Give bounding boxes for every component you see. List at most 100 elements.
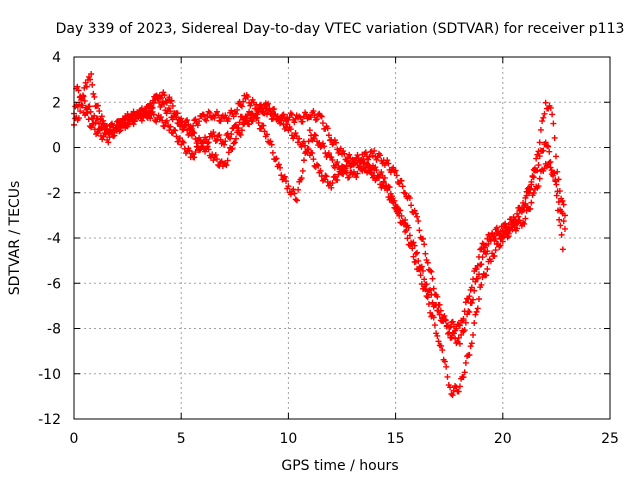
- data-point: [408, 202, 415, 209]
- data-point: [355, 164, 362, 171]
- data-point: [479, 240, 486, 247]
- data-point: [305, 146, 312, 153]
- data-point: [473, 308, 480, 315]
- data-point: [430, 314, 437, 321]
- data-point: [328, 184, 335, 191]
- data-point: [203, 117, 210, 124]
- data-point: [427, 286, 434, 293]
- data-point: [84, 106, 91, 113]
- data-point: [80, 93, 87, 100]
- data-point: [472, 311, 479, 318]
- data-point: [392, 202, 399, 209]
- data-point: [325, 150, 332, 157]
- data-point: [285, 183, 292, 190]
- data-point: [536, 139, 543, 146]
- data-point: [83, 83, 90, 90]
- data-point: [281, 173, 288, 180]
- y-tick-label: -8: [47, 322, 61, 338]
- data-point: [467, 343, 474, 350]
- data-point: [527, 186, 534, 193]
- data-point: [150, 99, 157, 106]
- y-tick-label: -10: [38, 367, 61, 383]
- data-point: [540, 147, 547, 154]
- data-point: [491, 252, 498, 259]
- data-point: [384, 157, 391, 164]
- y-tick-label: -4: [47, 231, 61, 247]
- data-point: [174, 110, 181, 117]
- data-point: [197, 146, 204, 153]
- data-point: [492, 247, 499, 254]
- data-point: [558, 231, 565, 238]
- data-point: [461, 327, 468, 334]
- series-trace-b: [71, 102, 566, 399]
- data-point: [423, 257, 430, 264]
- data-point: [287, 191, 294, 198]
- data-point: [399, 183, 406, 190]
- data-point: [417, 272, 424, 279]
- data-point: [372, 164, 379, 171]
- y-tick-label: 2: [52, 95, 61, 111]
- data-point: [448, 319, 455, 326]
- data-point: [526, 190, 533, 197]
- data-point: [298, 175, 305, 182]
- data-point: [196, 118, 203, 125]
- data-point: [259, 109, 266, 116]
- data-point: [175, 116, 182, 123]
- data-point: [542, 99, 549, 106]
- data-point: [212, 137, 219, 144]
- data-point: [429, 275, 436, 282]
- data-point: [217, 159, 224, 166]
- data-point: [232, 121, 239, 128]
- data-point: [163, 99, 170, 106]
- data-point: [455, 388, 462, 395]
- data-point: [287, 110, 294, 117]
- data-point: [324, 125, 331, 132]
- data-point: [318, 113, 325, 120]
- data-point: [279, 115, 286, 122]
- data-point: [79, 94, 86, 101]
- data-point: [522, 194, 529, 201]
- data-point: [477, 246, 484, 253]
- data-point: [553, 181, 560, 188]
- data-point: [212, 151, 219, 158]
- data-point: [329, 157, 336, 163]
- data-point: [423, 293, 430, 300]
- data-point: [442, 317, 449, 324]
- data-point: [450, 330, 457, 337]
- data-point: [273, 155, 280, 162]
- y-axis-label: SDTVAR / TECUs: [7, 181, 23, 296]
- data-point: [411, 207, 418, 214]
- data-point: [512, 216, 519, 223]
- data-point: [528, 199, 535, 206]
- data-point: [559, 197, 566, 204]
- data-point: [428, 268, 435, 275]
- data-point: [441, 312, 448, 319]
- data-point: [434, 293, 441, 300]
- data-point: [446, 324, 453, 331]
- data-point: [105, 129, 112, 136]
- data-point: [466, 293, 473, 300]
- data-point: [169, 102, 176, 109]
- data-point: [375, 174, 382, 181]
- data-point: [117, 127, 124, 134]
- data-point: [433, 301, 440, 308]
- data-point: [470, 331, 477, 338]
- data-point: [255, 119, 262, 126]
- data-point: [547, 104, 554, 111]
- data-point: [560, 218, 567, 225]
- data-point: [559, 246, 566, 253]
- data-point: [521, 202, 528, 209]
- data-point: [210, 157, 217, 164]
- data-point: [493, 224, 500, 231]
- data-point: [205, 146, 212, 153]
- data-point: [312, 116, 319, 123]
- data-point: [205, 108, 212, 115]
- data-point: [530, 174, 537, 181]
- data-point: [354, 170, 361, 177]
- data-point: [260, 122, 267, 129]
- data-point: [557, 222, 564, 229]
- data-point: [317, 144, 324, 151]
- data-point: [238, 103, 245, 110]
- data-point: [456, 322, 463, 329]
- data-point: [381, 174, 388, 181]
